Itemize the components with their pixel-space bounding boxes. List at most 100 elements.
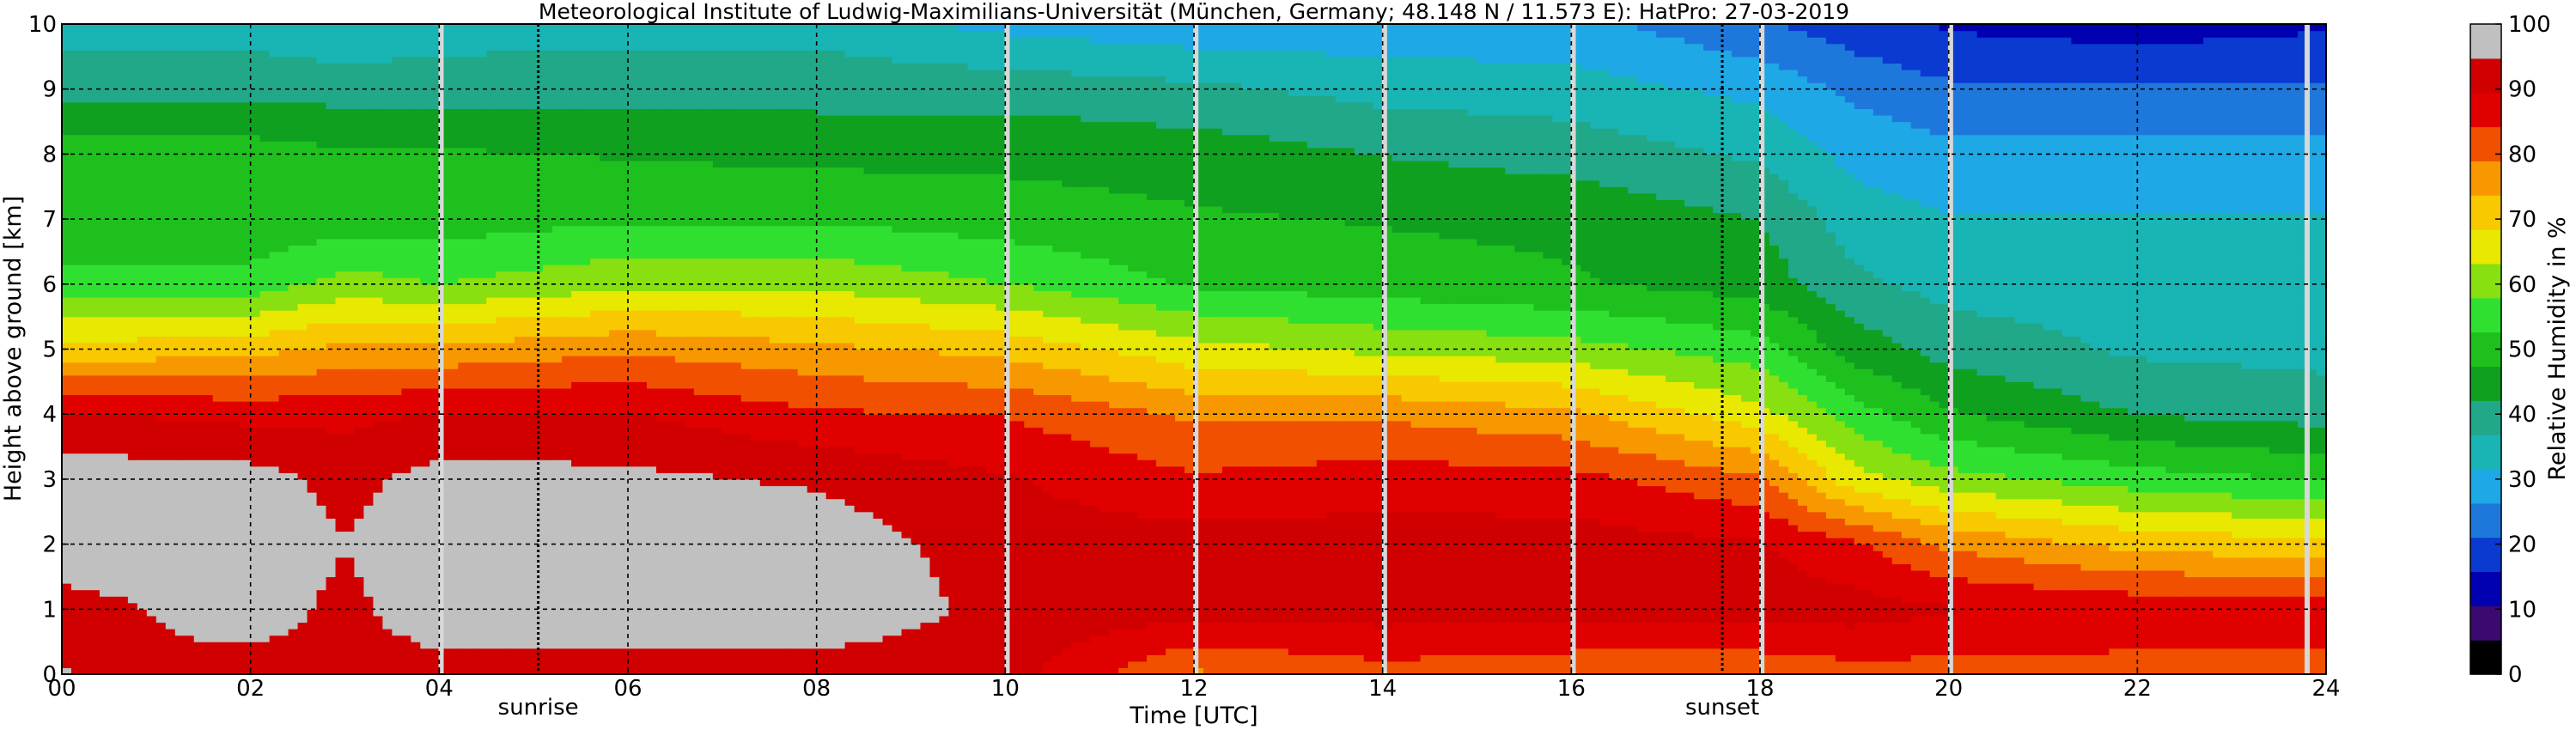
heatmap-cell <box>308 206 318 213</box>
heatmap-cell <box>71 401 82 408</box>
heatmap-cell <box>486 199 496 206</box>
heatmap-cell <box>401 609 411 616</box>
heatmap-cell <box>166 512 176 519</box>
heatmap-cell <box>232 636 242 642</box>
heatmap-cell <box>222 629 233 636</box>
heatmap-cell <box>62 570 72 577</box>
heatmap-cell <box>241 459 252 466</box>
heatmap-cell <box>429 616 440 623</box>
heatmap-cell <box>505 654 515 661</box>
heatmap-cell <box>251 199 261 206</box>
heatmap-cell <box>496 271 506 278</box>
heatmap-cell <box>382 570 393 577</box>
heatmap-cell <box>241 531 252 538</box>
heatmap-cell <box>213 50 223 57</box>
heatmap-cell <box>71 37 82 44</box>
heatmap-cell <box>411 388 421 395</box>
heatmap-cell <box>458 557 468 564</box>
heatmap-cell <box>147 629 157 636</box>
heatmap-cell <box>100 518 110 525</box>
heatmap-cell <box>289 173 299 180</box>
heatmap-cell <box>289 115 299 122</box>
heatmap-cell <box>81 563 91 570</box>
heatmap-cell <box>308 95 318 102</box>
heatmap-cell <box>429 76 440 83</box>
heatmap-cell <box>467 505 478 512</box>
heatmap-cell <box>429 336 440 343</box>
heatmap-cell <box>213 596 223 603</box>
heatmap-cell <box>420 252 430 259</box>
heatmap-cell <box>251 654 261 661</box>
heatmap-cell <box>241 427 252 434</box>
heatmap-cell <box>373 284 383 291</box>
heatmap-cell <box>81 368 91 375</box>
heatmap-cell <box>109 525 119 532</box>
heatmap-cell <box>467 199 478 206</box>
heatmap-cell <box>298 401 308 408</box>
heatmap-cell <box>392 115 402 122</box>
heatmap-cell <box>448 551 459 557</box>
heatmap-cell <box>354 570 364 577</box>
heatmap-cell <box>270 648 280 655</box>
heatmap-cell <box>81 350 91 356</box>
heatmap-cell <box>524 44 534 51</box>
heatmap-cell <box>241 336 252 343</box>
heatmap-cell <box>308 239 318 246</box>
heatmap-cell <box>175 576 186 583</box>
heatmap-cell <box>109 226 119 233</box>
heatmap-cell <box>496 590 506 597</box>
heatmap-cell <box>222 525 233 532</box>
heatmap-cell <box>515 544 525 551</box>
heatmap-cell <box>204 304 214 311</box>
heatmap-cell <box>241 89 252 96</box>
heatmap-cell <box>270 265 280 271</box>
heatmap-cell <box>524 512 534 519</box>
heatmap-cell <box>185 259 195 265</box>
heatmap-cell <box>477 453 487 460</box>
heatmap-cell <box>289 421 299 428</box>
heatmap-cell <box>109 108 119 115</box>
heatmap-cell <box>270 310 280 317</box>
heatmap-cell <box>156 186 167 193</box>
heatmap-cell <box>128 648 138 655</box>
heatmap-cell <box>477 629 487 636</box>
heatmap-cell <box>458 512 468 519</box>
heatmap-cell <box>354 259 364 265</box>
heatmap-cell <box>496 388 506 395</box>
heatmap-cell <box>298 199 308 206</box>
heatmap-cell <box>458 167 468 174</box>
heatmap-cell <box>515 388 525 395</box>
heatmap-cell <box>363 128 374 135</box>
heatmap-cell <box>270 245 280 252</box>
heatmap-cell <box>392 154 402 161</box>
heatmap-cell <box>392 485 402 492</box>
heatmap-cell <box>289 466 299 473</box>
heatmap-cell <box>298 76 308 83</box>
heatmap-cell <box>137 252 148 259</box>
heatmap-cell <box>204 317 214 324</box>
heatmap-cell <box>336 24 346 31</box>
heatmap-cell <box>496 219 506 226</box>
heatmap-cell <box>241 629 252 636</box>
heatmap-cell <box>524 479 534 486</box>
heatmap-cell <box>213 629 223 636</box>
heatmap-cell <box>345 401 356 408</box>
heatmap-cell <box>119 304 129 311</box>
heatmap-cell <box>458 505 468 512</box>
heatmap-cell <box>147 362 157 369</box>
heatmap-cell <box>363 57 374 64</box>
heatmap-cell <box>317 304 327 311</box>
heatmap-cell <box>260 447 271 453</box>
heatmap-cell <box>204 76 214 83</box>
heatmap-cell <box>137 356 148 362</box>
heatmap-cell <box>392 459 402 466</box>
heatmap-cell <box>204 356 214 362</box>
heatmap-cell <box>363 654 374 661</box>
heatmap-cell <box>137 583 148 590</box>
heatmap-cell <box>401 414 411 421</box>
heatmap-cell <box>467 304 478 311</box>
heatmap-cell <box>213 505 223 512</box>
heatmap-cell <box>524 427 534 434</box>
heatmap-cell <box>448 135 459 142</box>
heatmap-cell <box>119 440 129 447</box>
